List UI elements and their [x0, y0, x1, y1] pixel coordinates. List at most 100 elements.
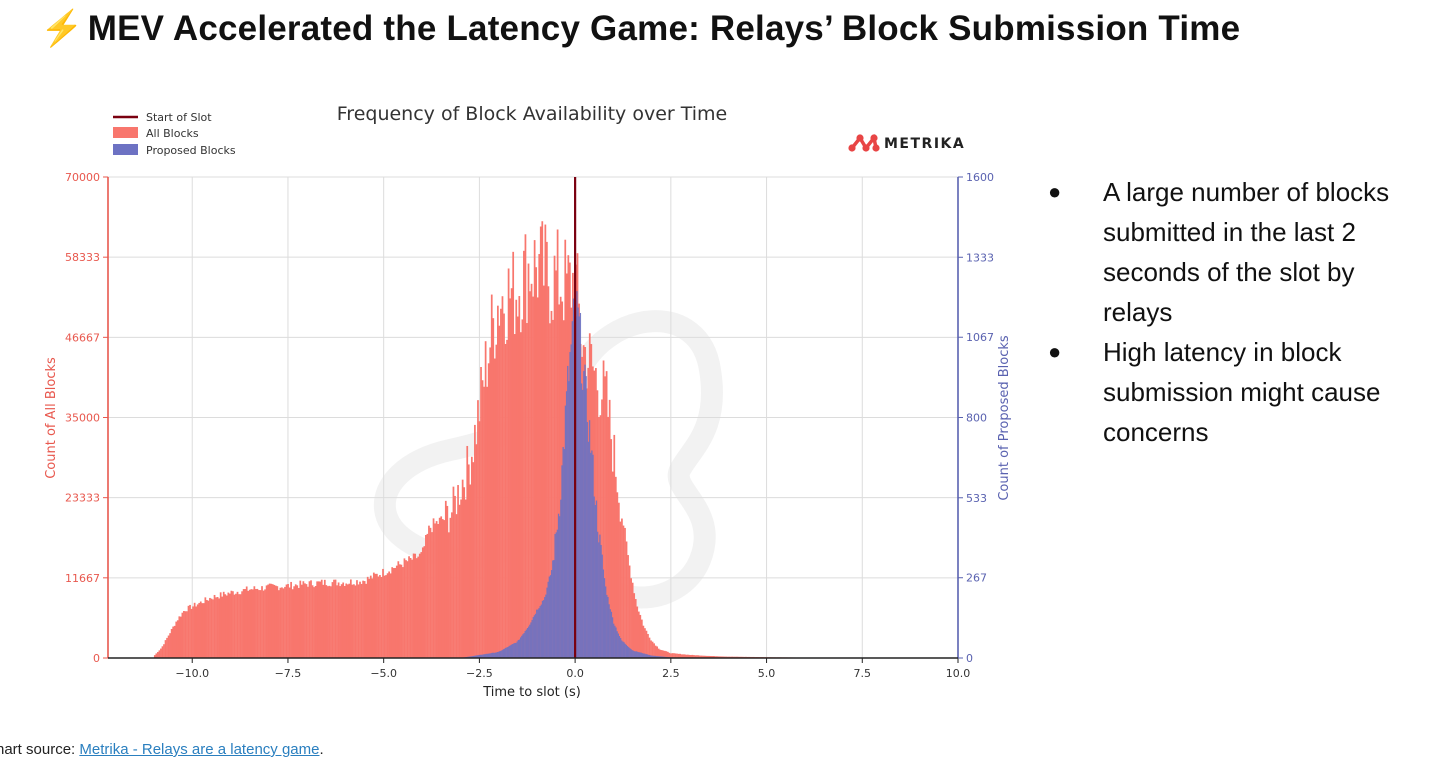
- bar-all-blocks: [337, 582, 340, 658]
- bar-all-blocks: [431, 532, 433, 658]
- bar-all-blocks: [166, 637, 168, 658]
- bar-proposed: [647, 654, 649, 658]
- bar-all-blocks: [711, 656, 714, 658]
- bar-all-blocks: [158, 650, 161, 658]
- bar-all-blocks: [186, 611, 188, 658]
- bar-all-blocks: [195, 606, 198, 658]
- bar-all-blocks: [529, 291, 531, 658]
- bar-all-blocks: [702, 655, 704, 658]
- bar-all-blocks: [398, 564, 401, 658]
- bar-proposed: [608, 604, 610, 658]
- bar-proposed: [606, 594, 608, 658]
- x-tick-label: 7.5: [854, 667, 872, 680]
- bar-proposed: [486, 653, 489, 658]
- bar-all-blocks: [409, 557, 412, 658]
- bar-proposed: [568, 381, 570, 658]
- bar-all-blocks: [362, 580, 364, 658]
- bar-proposed: [609, 609, 611, 658]
- bullet-item: ● A large number of blocks submitted in t…: [1048, 172, 1428, 332]
- bar-all-blocks: [253, 586, 256, 658]
- bar-all-blocks: [660, 650, 663, 658]
- bar-all-blocks: [533, 240, 536, 659]
- bar-all-blocks: [268, 583, 271, 658]
- bar-proposed: [521, 635, 523, 658]
- bar-proposed: [604, 586, 607, 658]
- x-tick-label: 2.5: [662, 667, 680, 680]
- bar-proposed: [498, 651, 500, 658]
- bar-proposed: [649, 655, 652, 658]
- bar-all-blocks: [415, 558, 418, 658]
- bar-all-blocks: [414, 553, 417, 658]
- bar-all-blocks: [558, 304, 560, 658]
- lightning-bolt-icon: ⚡: [40, 9, 84, 48]
- bar-proposed: [557, 513, 560, 658]
- bar-proposed: [544, 597, 546, 658]
- bar-all-blocks: [659, 649, 662, 658]
- bar-all-blocks: [163, 644, 165, 658]
- bar-proposed: [618, 636, 621, 658]
- chart-legend: Start of Slot All Blocks Proposed Blocks: [113, 111, 236, 157]
- bar-proposed: [594, 504, 596, 658]
- bar-proposed: [485, 653, 487, 658]
- bar-all-blocks: [506, 339, 508, 658]
- bar-all-blocks: [493, 358, 496, 658]
- bar-all-blocks: [714, 656, 717, 658]
- bar-proposed: [514, 642, 516, 658]
- bar-all-blocks: [380, 576, 383, 658]
- bar-all-blocks: [421, 547, 424, 658]
- series-all-blocks: [153, 221, 882, 659]
- bar-all-blocks: [622, 525, 625, 658]
- bar-proposed: [583, 371, 585, 658]
- bar-all-blocks: [403, 558, 406, 658]
- bar-all-blocks: [651, 641, 654, 658]
- bar-all-blocks: [225, 595, 228, 658]
- bar-all-blocks: [288, 587, 291, 658]
- bar-proposed: [613, 623, 615, 658]
- bar-proposed: [585, 376, 587, 658]
- bar-all-blocks: [193, 602, 196, 658]
- bar-all-blocks: [480, 367, 482, 658]
- bar-proposed: [502, 649, 505, 658]
- bar-all-blocks: [282, 588, 285, 658]
- bar-all-blocks: [238, 594, 240, 658]
- bar-all-blocks: [549, 323, 551, 658]
- bar-all-blocks: [696, 655, 698, 658]
- bar-all-blocks: [363, 581, 366, 658]
- bar-all-blocks: [264, 589, 266, 658]
- bar-all-blocks: [602, 360, 605, 658]
- bar-all-blocks: [287, 584, 289, 658]
- bar-all-blocks: [261, 586, 263, 658]
- bar-all-blocks: [483, 386, 485, 658]
- bar-proposed: [641, 653, 644, 658]
- bar-proposed: [470, 656, 472, 658]
- bar-all-blocks: [218, 598, 220, 658]
- bar-all-blocks: [667, 651, 669, 658]
- bar-all-blocks: [345, 583, 348, 658]
- bar-proposed: [603, 578, 606, 658]
- bar-all-blocks: [481, 380, 484, 658]
- bar-all-blocks: [265, 585, 268, 658]
- bar-all-blocks: [256, 588, 259, 658]
- bar-proposed: [598, 542, 600, 658]
- bar-proposed: [515, 642, 517, 658]
- bar-proposed: [536, 609, 538, 658]
- bar-all-blocks: [349, 579, 352, 658]
- bar-all-blocks: [556, 229, 559, 659]
- bar-all-blocks: [611, 471, 614, 658]
- bar-proposed: [621, 640, 623, 658]
- bar-all-blocks: [697, 655, 700, 658]
- legend-swatch-proposed-blocks: [113, 144, 138, 155]
- bar-proposed: [545, 594, 547, 658]
- y-axis-right-label: Count of Proposed Blocks: [997, 335, 1012, 501]
- bar-all-blocks: [408, 556, 410, 658]
- bar-proposed: [561, 465, 563, 658]
- bar-all-blocks: [247, 590, 250, 658]
- bar-proposed: [477, 655, 479, 658]
- bar-all-blocks: [343, 585, 346, 658]
- bar-all-blocks: [444, 500, 447, 658]
- bar-all-blocks: [212, 599, 214, 658]
- x-tick-label: 10.0: [946, 667, 971, 680]
- bar-all-blocks: [519, 332, 522, 658]
- bar-all-blocks: [650, 640, 652, 658]
- source-link[interactable]: Metrika - Relays are a latency game: [79, 741, 320, 758]
